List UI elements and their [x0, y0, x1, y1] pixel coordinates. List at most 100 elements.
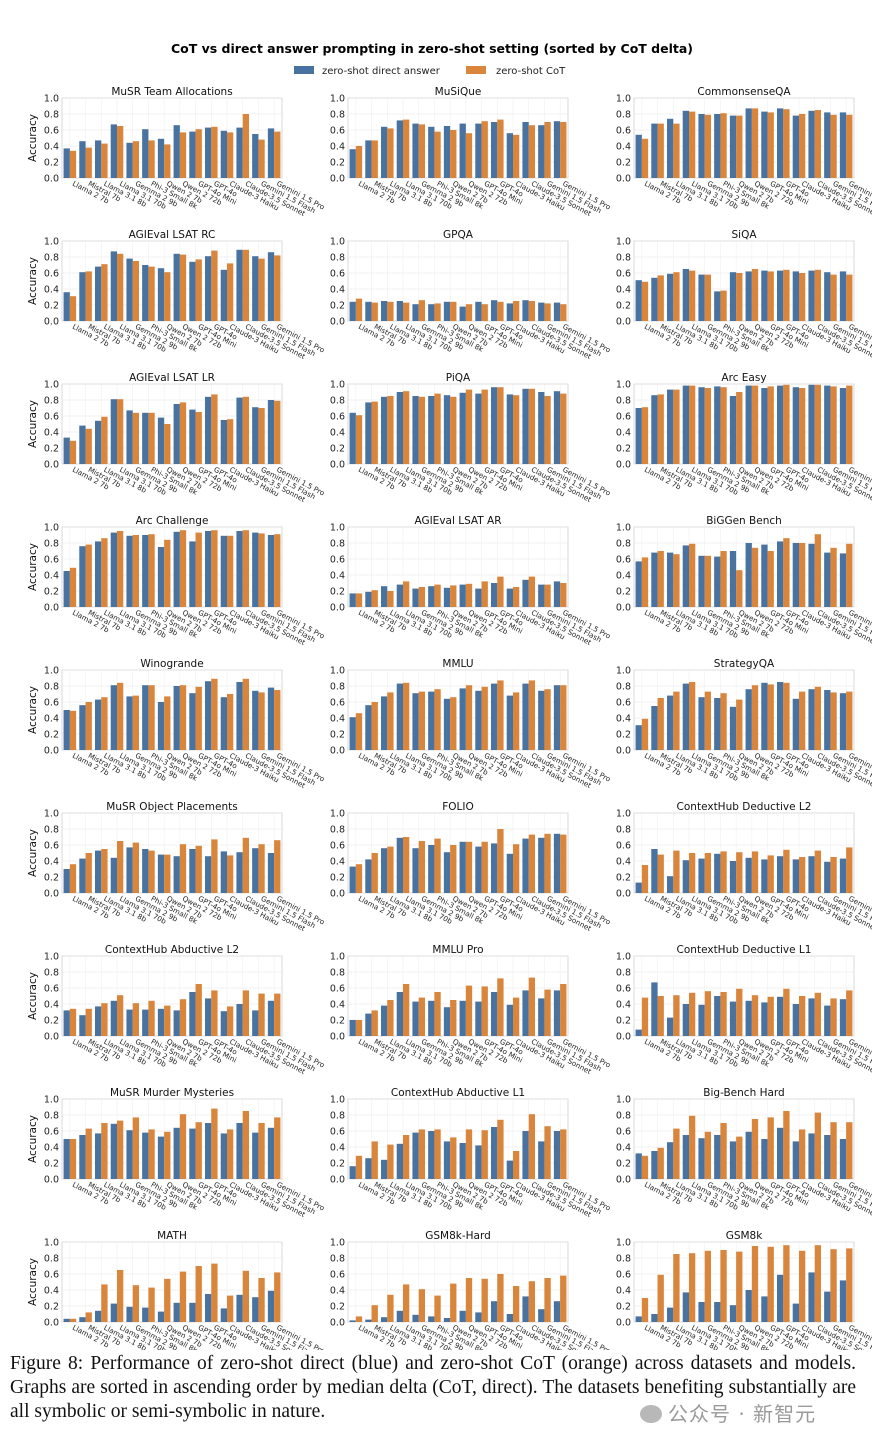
- bar-direct: [808, 543, 815, 607]
- bar-cot: [689, 992, 696, 1036]
- bar-cot: [528, 388, 535, 464]
- bar-cot: [799, 857, 806, 893]
- bar-cot: [560, 304, 567, 321]
- bar-direct: [777, 385, 784, 464]
- bar-cot: [799, 543, 806, 607]
- y-tick-label: 0.0: [616, 317, 631, 328]
- bar-cot: [673, 123, 680, 178]
- bar-cot: [403, 682, 410, 750]
- bar-cot: [148, 534, 155, 607]
- bar-direct: [220, 269, 227, 321]
- bar-cot: [689, 682, 696, 750]
- y-tick-label: 0.2: [616, 158, 631, 169]
- bar-direct: [824, 1005, 831, 1036]
- bar-cot: [481, 581, 488, 607]
- bar-direct: [110, 685, 117, 750]
- bar-direct: [412, 1132, 419, 1179]
- bar-cot: [673, 389, 680, 464]
- y-tick-label: 0.6: [44, 412, 59, 423]
- bar-direct: [553, 581, 561, 607]
- bar-cot: [371, 401, 378, 464]
- bar-direct: [267, 535, 275, 607]
- y-tick-label: 1.0: [44, 237, 59, 248]
- y-tick-label: 0.4: [616, 428, 631, 439]
- bar-cot: [720, 693, 727, 750]
- bar-cot: [528, 834, 535, 893]
- bar-cot: [371, 302, 378, 321]
- bar-cot: [242, 114, 249, 178]
- bar-cot: [830, 857, 837, 893]
- bar-cot: [736, 699, 743, 750]
- bar-cot: [242, 1270, 249, 1322]
- wechat-icon: [640, 1405, 662, 1423]
- bar-cot: [211, 990, 218, 1036]
- bar-direct: [412, 693, 419, 750]
- bar-cot: [387, 591, 394, 607]
- y-tick-label: 1.0: [330, 1095, 345, 1106]
- bar-cot: [434, 131, 441, 178]
- bar-cot: [117, 531, 124, 607]
- bar-cot: [418, 396, 425, 464]
- panel-title: SiQA: [731, 229, 757, 241]
- bar-cot: [657, 698, 664, 750]
- bar-direct: [252, 1297, 259, 1322]
- bar-direct: [349, 149, 356, 178]
- bar-direct: [667, 273, 674, 321]
- y-tick-label: 0.6: [616, 984, 631, 995]
- bar-direct: [79, 1015, 86, 1036]
- bar-direct: [252, 848, 259, 893]
- bar-direct: [792, 1303, 799, 1322]
- bar-direct: [205, 256, 212, 321]
- bar-direct: [824, 112, 831, 178]
- y-tick-label: 1.0: [616, 1238, 631, 1249]
- bar-direct: [682, 860, 689, 893]
- y-tick-label: 0.8: [616, 968, 631, 979]
- bar-direct: [553, 685, 561, 750]
- bar-cot: [132, 412, 139, 464]
- bar-direct: [157, 1311, 165, 1322]
- bar-direct: [428, 845, 435, 893]
- bar-cot: [767, 386, 774, 464]
- bar-direct: [412, 1001, 419, 1036]
- y-tick-label: 1.0: [330, 1238, 345, 1249]
- bar-direct: [667, 1142, 674, 1179]
- bar-cot: [117, 253, 124, 321]
- bar-direct: [189, 992, 196, 1036]
- bar-cot: [274, 1272, 281, 1322]
- y-tick-label: 0.2: [616, 587, 631, 598]
- bar-direct: [491, 992, 498, 1036]
- bar-cot: [132, 1003, 139, 1036]
- bar-cot: [387, 846, 394, 893]
- bar-cot: [497, 680, 504, 750]
- bar-cot: [69, 1008, 77, 1036]
- bar-cot: [211, 394, 218, 464]
- bar-cot: [403, 1135, 410, 1179]
- bar-cot: [418, 587, 425, 607]
- bar-direct: [698, 1138, 705, 1179]
- bar-direct: [252, 1010, 259, 1036]
- y-axis-label: Accuracy: [27, 257, 39, 305]
- bar-cot: [371, 702, 378, 750]
- bar-direct: [522, 683, 529, 750]
- bar-cot: [164, 424, 171, 464]
- bar-cot: [403, 302, 410, 321]
- bar-cot: [783, 849, 790, 893]
- bar-cot: [846, 1248, 853, 1322]
- y-tick-label: 0.8: [616, 682, 631, 693]
- bar-direct: [538, 690, 545, 750]
- bar-direct: [824, 690, 831, 750]
- bar-direct: [667, 1307, 674, 1322]
- bar-direct: [205, 681, 212, 750]
- bar-direct: [475, 1312, 482, 1322]
- bar-cot: [544, 833, 551, 893]
- bar-cot: [258, 993, 265, 1036]
- y-tick-label: 0.6: [330, 269, 345, 280]
- bar-cot: [689, 111, 696, 178]
- bar-cot: [418, 691, 425, 750]
- y-tick-label: 0.4: [330, 428, 345, 439]
- bar-cot: [148, 850, 155, 893]
- bar-cot: [465, 389, 473, 464]
- bar-direct: [365, 1013, 372, 1036]
- bar-direct: [173, 1302, 180, 1322]
